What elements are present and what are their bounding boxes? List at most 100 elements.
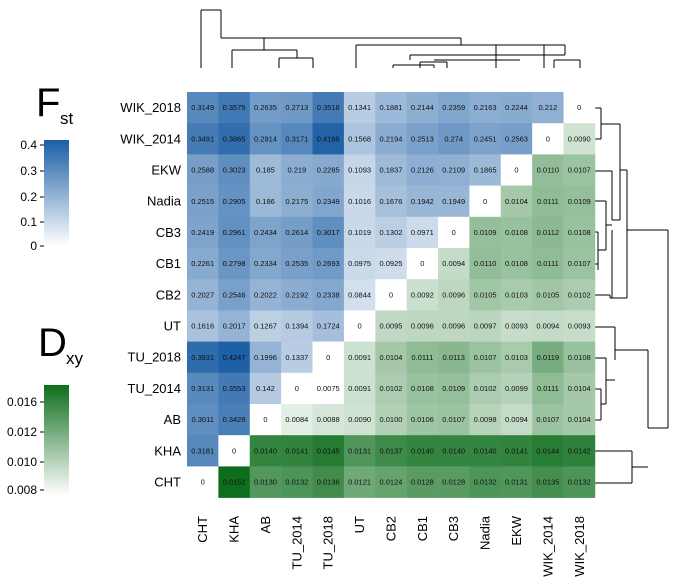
cell-value: 0.0095 [379,322,402,331]
heatmap-cell [281,466,313,498]
heatmap-cell [375,310,407,342]
cell-value: 0.1837 [379,166,402,175]
cell-value: 0.0109 [568,197,591,206]
cell-value: 0.142 [256,384,275,393]
cell-value: 0.0140 [474,446,497,455]
heatmap-cell [563,216,596,249]
dxy-legend: D xy 0.016 0.012 0.010 0.008 [7,321,84,497]
cell-value: 0.2349 [317,197,340,206]
heatmap-cell [438,279,470,311]
heatmap-cell [187,279,219,311]
column-label: CB2 [383,516,398,541]
cell-value: 0.0109 [442,384,465,393]
row-label: AB [164,412,181,427]
cell-value: 0.0132 [474,478,497,487]
row-label: CB2 [156,287,181,302]
cell-value: 0.0096 [442,290,465,299]
heatmap-cell [438,92,470,124]
cell-value: 0.2261 [191,259,214,268]
row-label: Nadia [147,194,182,209]
heatmap-cell [469,216,502,249]
heatmap-cell [281,92,313,124]
heatmap-cell [375,279,407,311]
cell-value: 0.2175 [285,197,308,206]
cell-value: 0.185 [256,166,275,175]
cell-value: 0.2244 [505,103,528,112]
cell-value: 0.2713 [285,103,308,112]
cell-value: 0.2285 [317,166,340,175]
cell-value: 0.1996 [254,353,277,362]
row-label: WIK_2014 [120,131,181,146]
heatmap-cell [406,341,439,374]
heatmap-cell [249,92,282,124]
heatmap-cell [249,372,282,405]
cell-value: 0.212 [538,103,557,112]
heatmap-cells: 0.3149 0.3575 0.2635 0.2713 0.3518 0.1341 0.18… [187,92,596,498]
heatmap-cell [249,248,282,280]
cell-value: 0.2513 [411,134,434,143]
heatmap-cell [312,279,345,311]
cell-value: 0.0107 [474,353,497,362]
heatmap-cell [500,279,533,311]
heatmap-cell [187,466,219,498]
cell-value: 0.2535 [285,259,308,268]
cell-value: 0.0093 [505,322,528,331]
heatmap-cell [343,466,376,498]
heatmap-cell [563,466,596,498]
heatmap-cell [281,310,313,342]
heatmap-cell [281,154,313,186]
heatmap-cell [187,248,219,280]
heatmap-cell [375,435,407,467]
cell-value: 0.0132 [568,478,591,487]
column-label: CB3 [446,516,461,541]
cell-value: 0.0111 [537,384,559,393]
heatmap-cell [532,435,564,467]
cell-value: 0.0145 [317,446,340,455]
heatmap-cell [563,154,596,186]
cell-value: 0.3149 [191,103,214,112]
heatmap-cell [375,341,407,374]
heatmap-cell [532,216,564,249]
heatmap-cell [500,216,533,249]
cell-value: 0.0090 [568,134,591,143]
heatmap-cell [438,248,470,280]
heatmap-cell [438,466,470,498]
heatmap-cell [249,279,282,311]
cell-value: 0 [452,228,456,237]
cell-value: 0.0102 [474,384,497,393]
cell-value: 0.2914 [254,134,277,143]
heatmap-cell [406,92,439,124]
cell-value: 0.0102 [379,384,402,393]
heatmap-cell [281,123,313,155]
heatmap-cell [312,92,345,124]
cell-value: 0.219 [287,166,306,175]
heatmap-cell [281,435,313,467]
heatmap-cell [469,372,502,405]
cell-value: 0.2693 [317,259,340,268]
legend-tick-label: 0.1 [20,215,37,229]
heatmap-cell [563,279,596,311]
heatmap-cell [375,466,407,498]
cell-value: 0.2017 [223,322,246,331]
heatmap-cell [281,185,313,218]
heatmap-cell [343,185,376,218]
cell-value: 0 [389,290,393,299]
cell-value: 0.2109 [442,166,465,175]
row-dendrogram [595,107,669,484]
cell-value: 0.0136 [317,478,340,487]
cell-value: 0.0106 [411,415,434,424]
cell-value: 0.1093 [348,166,371,175]
heatmap-cell [406,466,439,498]
heatmap-cell [312,123,345,155]
heatmap-cell [343,279,376,311]
heatmap-cell [187,154,219,186]
cell-value: 0.2163 [474,103,497,112]
heatmap-cell [375,185,407,218]
cell-value: 0 [326,353,330,362]
cell-value: 0.0124 [379,478,402,487]
heatmap-cell [469,341,502,374]
heatmap-cell [438,185,470,218]
cell-value: 0.0102 [568,290,591,299]
dxy-legend-subscript: xy [66,349,84,368]
